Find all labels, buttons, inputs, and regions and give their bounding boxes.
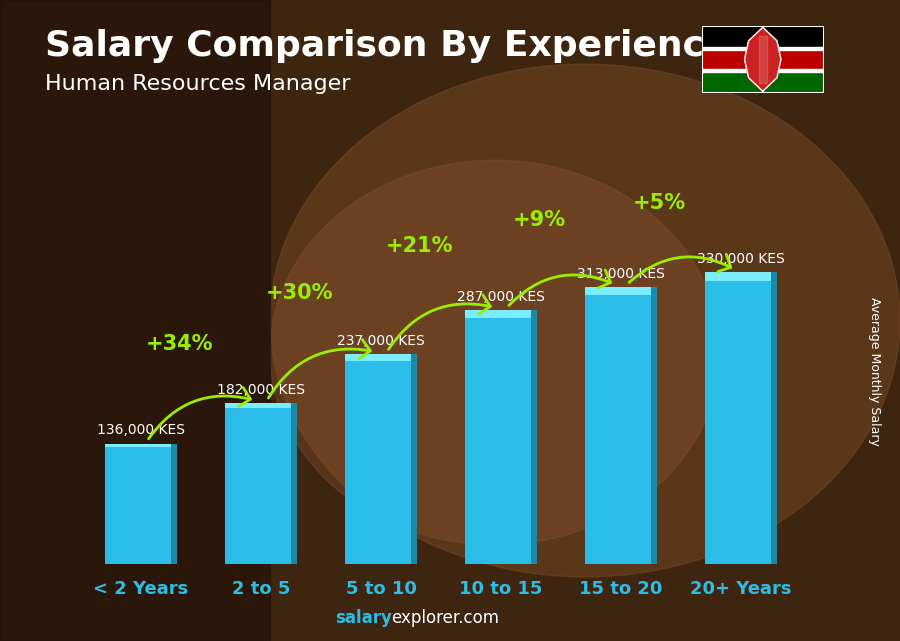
Bar bbox=[702, 47, 824, 50]
Polygon shape bbox=[744, 28, 781, 91]
Text: +34%: +34% bbox=[146, 335, 213, 354]
Text: salary: salary bbox=[335, 609, 392, 627]
Text: 136,000 KES: 136,000 KES bbox=[97, 424, 185, 438]
Text: +21%: +21% bbox=[385, 236, 453, 256]
Bar bbox=[531, 310, 537, 564]
Text: 237,000 KES: 237,000 KES bbox=[338, 334, 425, 348]
Bar bbox=[345, 354, 417, 564]
FancyArrowPatch shape bbox=[148, 388, 250, 438]
Bar bbox=[652, 287, 657, 564]
Text: Human Resources Manager: Human Resources Manager bbox=[45, 74, 350, 94]
Text: 287,000 KES: 287,000 KES bbox=[457, 290, 544, 304]
FancyArrowPatch shape bbox=[268, 340, 370, 398]
Bar bbox=[702, 71, 824, 93]
Bar bbox=[705, 272, 777, 564]
Polygon shape bbox=[759, 36, 767, 83]
Bar bbox=[292, 403, 297, 564]
Text: 313,000 KES: 313,000 KES bbox=[577, 267, 665, 281]
FancyArrowPatch shape bbox=[629, 254, 731, 283]
Bar bbox=[585, 287, 657, 296]
Bar bbox=[465, 310, 537, 318]
Text: 330,000 KES: 330,000 KES bbox=[698, 252, 785, 266]
Ellipse shape bbox=[270, 64, 900, 577]
Bar bbox=[225, 403, 297, 408]
Bar bbox=[705, 272, 777, 281]
Text: +30%: +30% bbox=[266, 283, 333, 303]
FancyArrowPatch shape bbox=[389, 295, 491, 349]
Bar bbox=[585, 287, 657, 564]
Bar bbox=[225, 403, 297, 564]
Bar bbox=[702, 26, 824, 48]
Ellipse shape bbox=[270, 160, 720, 545]
Bar bbox=[411, 354, 417, 564]
Bar bbox=[105, 444, 177, 447]
Bar bbox=[771, 272, 777, 564]
Text: +5%: +5% bbox=[633, 193, 686, 213]
Bar bbox=[702, 48, 824, 71]
FancyArrowPatch shape bbox=[508, 270, 610, 305]
Text: 182,000 KES: 182,000 KES bbox=[217, 383, 305, 397]
Text: +9%: +9% bbox=[513, 210, 566, 230]
Bar bbox=[345, 354, 417, 361]
Text: Average Monthly Salary: Average Monthly Salary bbox=[868, 297, 881, 446]
Bar bbox=[465, 310, 537, 564]
Text: Salary Comparison By Experience: Salary Comparison By Experience bbox=[45, 29, 728, 63]
Bar bbox=[702, 69, 824, 72]
Bar bbox=[0, 0, 270, 641]
Bar bbox=[105, 444, 177, 564]
Text: explorer.com: explorer.com bbox=[392, 609, 500, 627]
Bar bbox=[171, 444, 177, 564]
